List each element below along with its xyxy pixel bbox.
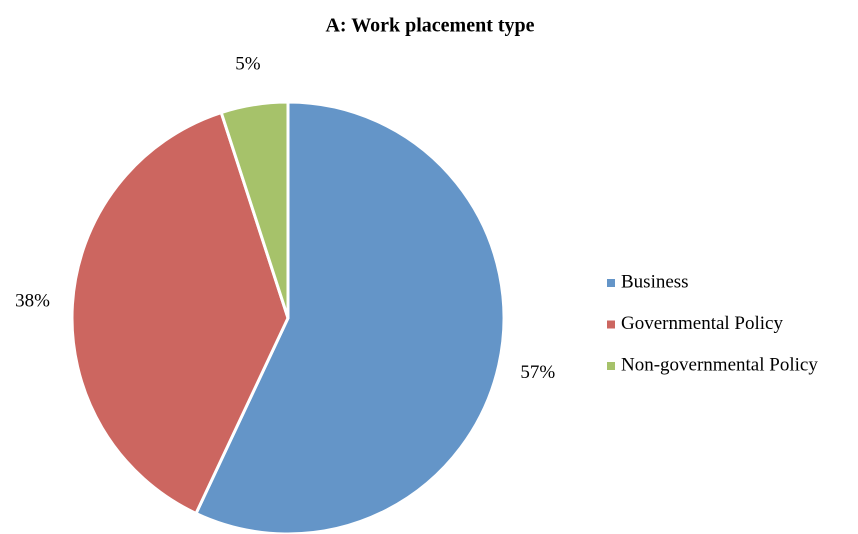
data-label: 57% bbox=[520, 362, 555, 383]
legend-label: Non-governmental Policy bbox=[621, 354, 818, 375]
data-label: 5% bbox=[235, 54, 261, 75]
legend-label: Governmental Policy bbox=[621, 313, 783, 334]
data-label: 38% bbox=[15, 290, 50, 311]
legend-label: Business bbox=[621, 271, 689, 292]
legend-swatch bbox=[607, 279, 615, 287]
legend-swatch bbox=[607, 362, 615, 370]
pie-slice bbox=[194, 100, 506, 534]
chart-title: A: Work placement type bbox=[325, 15, 534, 37]
pie-slice bbox=[70, 110, 290, 516]
pie-slice bbox=[219, 100, 290, 319]
legend-swatch bbox=[607, 320, 615, 329]
